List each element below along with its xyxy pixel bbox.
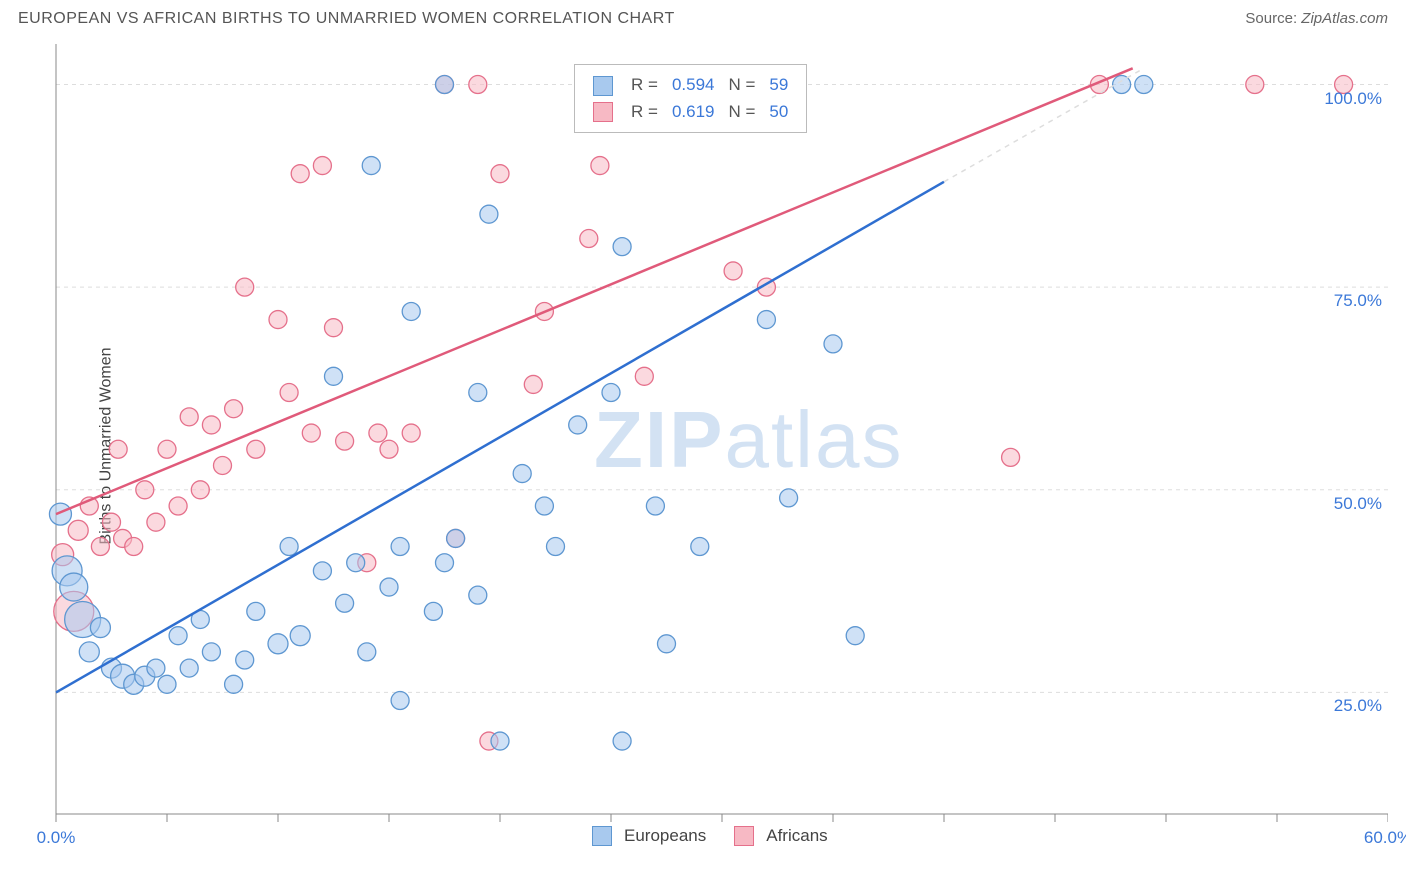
swatch-africans-icon <box>593 102 613 122</box>
legend-item-africans: Africans <box>734 826 827 846</box>
y-tick-label: 25.0% <box>1334 696 1382 716</box>
stat-row-europeans: R = 0.594 N = 59 <box>587 73 794 98</box>
statistics-box: R = 0.594 N = 59 R = 0.619 N = 50 <box>574 64 807 133</box>
bottom-legend: Europeans Africans <box>592 826 828 846</box>
source-site: ZipAtlas.com <box>1301 10 1388 27</box>
legend-label-africans: Africans <box>766 826 827 846</box>
stat-n-label: N = <box>722 73 761 98</box>
legend-item-europeans: Europeans <box>592 826 706 846</box>
chart-svg <box>34 44 1388 834</box>
y-tick-label: 75.0% <box>1334 291 1382 311</box>
swatch-africans-icon <box>734 826 754 846</box>
x-tick-label: 60.0% <box>1364 828 1406 848</box>
source-prefix: Source: <box>1245 10 1301 27</box>
stat-r-label: R = <box>625 100 664 125</box>
chart-title: EUROPEAN VS AFRICAN BIRTHS TO UNMARRIED … <box>18 10 675 28</box>
swatch-europeans-icon <box>593 76 613 96</box>
plot-area: ZIPatlas R = 0.594 N = 59 R = 0.619 N = … <box>34 44 1388 834</box>
stat-r-label: R = <box>625 73 664 98</box>
stat-n-label: N = <box>722 100 761 125</box>
stat-n-value-europeans: 59 <box>763 73 794 98</box>
y-tick-label: 100.0% <box>1324 89 1382 109</box>
stat-r-value-africans: 0.619 <box>666 100 721 125</box>
source-attribution: Source: ZipAtlas.com <box>1245 10 1388 27</box>
chart-header: EUROPEAN VS AFRICAN BIRTHS TO UNMARRIED … <box>18 10 1388 28</box>
stat-r-value-europeans: 0.594 <box>666 73 721 98</box>
legend-label-europeans: Europeans <box>624 826 706 846</box>
x-tick-label: 0.0% <box>37 828 76 848</box>
y-tick-label: 50.0% <box>1334 494 1382 514</box>
stat-n-value-africans: 50 <box>763 100 794 125</box>
swatch-europeans-icon <box>592 826 612 846</box>
stat-row-africans: R = 0.619 N = 50 <box>587 100 794 125</box>
